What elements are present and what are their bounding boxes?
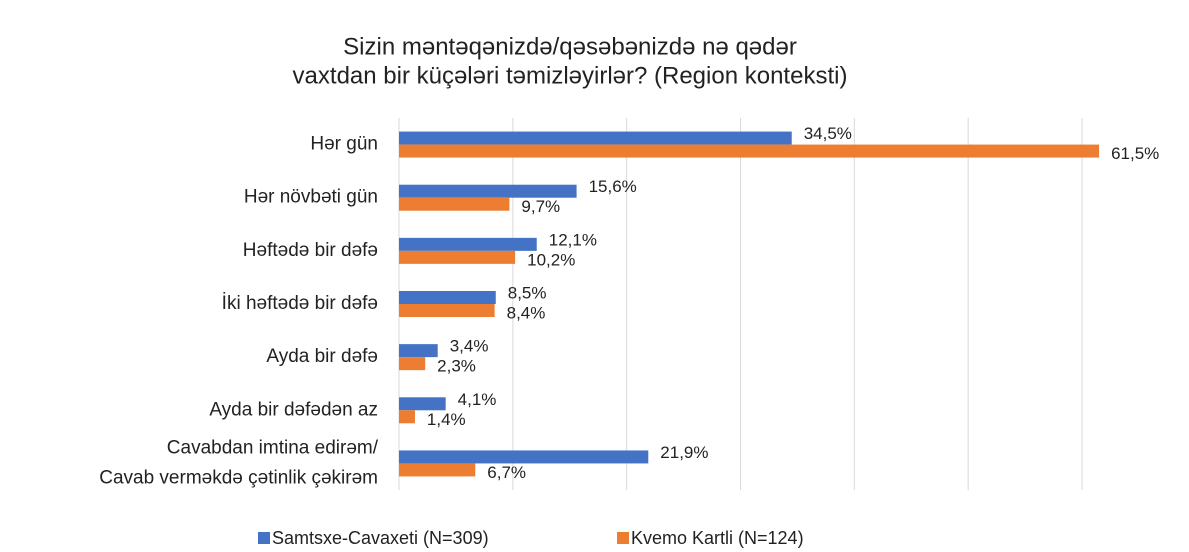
value-label: 34,5% [804,124,852,143]
bar [399,397,446,411]
bar [399,250,516,264]
value-label: 4,1% [458,390,497,409]
legend-label: Samtsxe-Cavaxeti (N=309) [272,528,489,548]
y-tick-label: Cavabdan imtina edirəm/ [167,437,379,458]
bar [399,410,415,424]
value-label: 9,7% [521,197,560,216]
bar [399,463,476,477]
value-label: 61,5% [1111,144,1159,163]
value-label: 8,4% [507,303,546,322]
value-label: 15,6% [589,177,637,196]
bar [399,144,1100,158]
bar [399,344,438,358]
bar [399,291,496,304]
legend-swatch [617,532,629,544]
bar [399,357,426,371]
chart-title: Sizin məntəqənizdə/qəsəbənizdə nə qədər [343,33,797,60]
value-label: 3,4% [450,337,489,356]
value-label: 6,7% [487,463,526,482]
bar [399,131,792,145]
chart-title: vaxtdan bir küçələri təmizləyirlər? (Reg… [293,62,848,89]
bar [399,304,495,317]
value-label: 2,3% [437,357,476,376]
value-label: 8,5% [508,283,547,302]
y-tick-label: Cavab verməkdə çətinlik çəkirəm [99,467,378,488]
y-tick-label: Hər gün [310,134,378,155]
legend-swatch [258,532,270,544]
legend-label: Kvemo Kartli (N=124) [631,528,804,548]
bar [399,197,510,211]
bar [399,237,537,251]
value-label: 12,1% [549,230,597,249]
bar [399,450,649,464]
bar [399,184,577,198]
value-label: 10,2% [527,250,575,269]
y-tick-label: Ayda bir dəfə [266,346,378,367]
value-label: 1,4% [427,410,466,429]
y-tick-label: Ayda bir dəfədən az [209,399,378,420]
y-tick-label: Hər növbəti gün [244,187,378,208]
value-label: 21,9% [660,443,708,462]
y-tick-label: İki həftədə bir dəfə [222,293,378,314]
y-tick-label: Həftədə bir dəfə [243,240,378,261]
